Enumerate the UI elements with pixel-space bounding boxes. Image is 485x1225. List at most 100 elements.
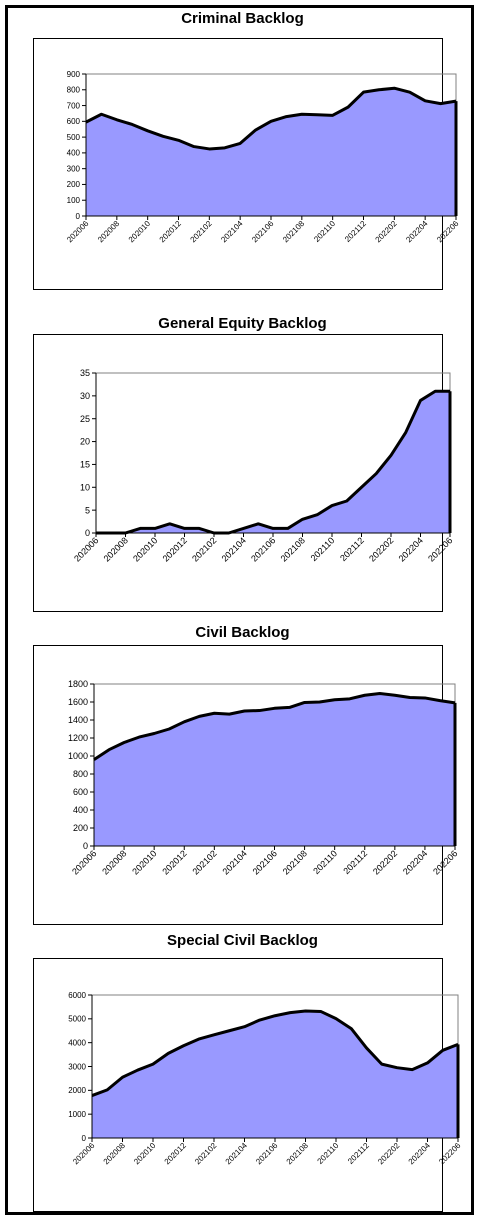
x-tick-label: 202006 <box>72 535 100 563</box>
x-tick-label: 202202 <box>371 848 399 876</box>
y-tick-label: 400 <box>73 805 88 815</box>
x-tick-label: 202102 <box>190 848 218 876</box>
series-line <box>93 691 456 761</box>
y-tick-label: 200 <box>67 180 81 189</box>
criminal-backlog-title: Criminal Backlog <box>181 10 304 27</box>
x-tick-label: 202010 <box>132 1141 158 1167</box>
x-tick-label: 202008 <box>102 535 130 563</box>
y-tick-label: 1000 <box>68 751 88 761</box>
x-tick-label: 202204 <box>407 1141 433 1167</box>
y-tick-label: 3000 <box>68 1062 86 1071</box>
x-tick-label: 202104 <box>219 219 245 245</box>
x-tick-label: 202202 <box>374 219 400 245</box>
x-tick-label: 202106 <box>251 848 279 876</box>
y-tick-label: 10 <box>80 482 90 492</box>
y-tick-label: 1200 <box>68 733 88 743</box>
x-tick-label: 202108 <box>281 848 309 876</box>
page-frame <box>5 5 474 1215</box>
x-tick-label: 202204 <box>401 848 429 876</box>
y-tick-label: 2000 <box>68 1086 86 1095</box>
x-tick-label: 202106 <box>249 535 277 563</box>
x-tick-label: 202202 <box>376 1141 402 1167</box>
y-tick-label: 100 <box>67 196 81 205</box>
x-tick-label: 202008 <box>96 219 122 245</box>
y-tick-label: 0 <box>85 528 90 538</box>
series-area <box>86 88 456 216</box>
y-tick-label: 0 <box>76 212 81 221</box>
x-tick-label: 202102 <box>190 535 218 563</box>
special-civil-backlog-chart: 0 1000 2000 3000 4000 5000 6000 202006 202008 202… <box>33 958 463 1212</box>
criminal-backlog-chart: 0 100 200 300 400 500 600 700 800 900 202006 202008… <box>33 38 461 290</box>
y-tick-label: 1600 <box>68 697 88 707</box>
x-tick-label: 202104 <box>224 1141 250 1167</box>
y-tick-label: 800 <box>67 86 81 95</box>
y-tick-label: 600 <box>67 117 81 126</box>
x-tick-label: 202006 <box>71 1141 97 1167</box>
series-line <box>91 1009 459 1097</box>
y-tick-label: 0 <box>83 841 88 851</box>
x-tick-label: 202112 <box>343 219 368 244</box>
series-area <box>94 693 455 846</box>
special-civil-backlog-title: Special Civil Backlog <box>167 932 318 949</box>
y-tick-label: 600 <box>73 787 88 797</box>
x-tick-label: 202106 <box>250 219 276 245</box>
x-tick-label: 202012 <box>163 1141 189 1167</box>
x-tick-label: 202010 <box>127 219 153 245</box>
y-tick-label: 5000 <box>68 1015 86 1024</box>
y-tick-label: 25 <box>80 414 90 424</box>
x-tick-label: 202012 <box>158 219 184 245</box>
y-tick-label: 1400 <box>68 715 88 725</box>
x-tick-label: 202202 <box>367 535 395 563</box>
y-tick-label: 1800 <box>68 679 88 689</box>
y-tick-label: 20 <box>80 437 90 447</box>
y-tick-label: 700 <box>67 101 81 110</box>
y-tick-label: 0 <box>82 1134 87 1143</box>
y-tick-label: 400 <box>67 149 81 158</box>
x-tick-label: 202008 <box>102 1141 128 1167</box>
x-tick-label: 202110 <box>311 848 339 876</box>
x-tick-label: 202108 <box>279 535 307 563</box>
x-tick-label: 202012 <box>160 848 188 876</box>
y-tick-label: 200 <box>73 823 88 833</box>
x-tick-label: 202110 <box>312 219 337 244</box>
general-equity-backlog-title: General Equity Backlog <box>158 315 327 332</box>
x-tick-label: 202102 <box>189 219 215 245</box>
x-tick-label: 202012 <box>161 535 189 563</box>
y-tick-label: 300 <box>67 164 81 173</box>
series-line <box>96 389 450 535</box>
series-area <box>96 391 450 533</box>
x-tick-label: 202006 <box>70 848 98 876</box>
x-tick-label: 202010 <box>131 535 159 563</box>
y-tick-label: 5 <box>85 505 90 515</box>
y-tick-label: 35 <box>80 368 90 378</box>
series-area <box>92 1010 458 1138</box>
x-tick-label: 202110 <box>316 1141 341 1166</box>
civil-backlog-title: Civil Backlog <box>195 624 290 641</box>
criminal-backlog-plot: 0 100 200 300 400 500 600 700 800 900 202006 202008… <box>65 70 461 245</box>
x-tick-label: 202106 <box>254 1141 280 1167</box>
x-tick-label: 202108 <box>285 1141 311 1167</box>
x-tick-label: 202008 <box>100 848 128 876</box>
y-tick-label: 500 <box>67 133 81 142</box>
civil-backlog-chart: 0 200 400 600 800 1000 1200 1400 1600 1800 202006 2… <box>33 645 459 925</box>
x-tick-label: 202112 <box>338 535 366 563</box>
x-tick-label: 202104 <box>220 535 248 563</box>
x-tick-label: 202204 <box>397 535 425 563</box>
y-tick-label: 6000 <box>68 991 86 1000</box>
y-tick-label: 1000 <box>68 1110 86 1119</box>
x-tick-label: 202204 <box>404 219 430 245</box>
x-tick-label: 202112 <box>341 848 369 876</box>
y-tick-label: 4000 <box>68 1038 86 1047</box>
y-tick-label: 900 <box>67 70 81 79</box>
x-tick-label: 202102 <box>193 1141 219 1167</box>
y-tick-label: 15 <box>80 460 90 470</box>
x-tick-label: 202006 <box>65 219 91 245</box>
general-equity-backlog-chart: 0 5 10 15 20 25 30 35 202006 202008 202010 202012 20… <box>33 334 454 612</box>
x-tick-label: 202010 <box>130 848 158 876</box>
x-tick-label: 202108 <box>281 219 307 245</box>
x-tick-label: 202112 <box>346 1141 371 1166</box>
series-line <box>85 86 457 151</box>
